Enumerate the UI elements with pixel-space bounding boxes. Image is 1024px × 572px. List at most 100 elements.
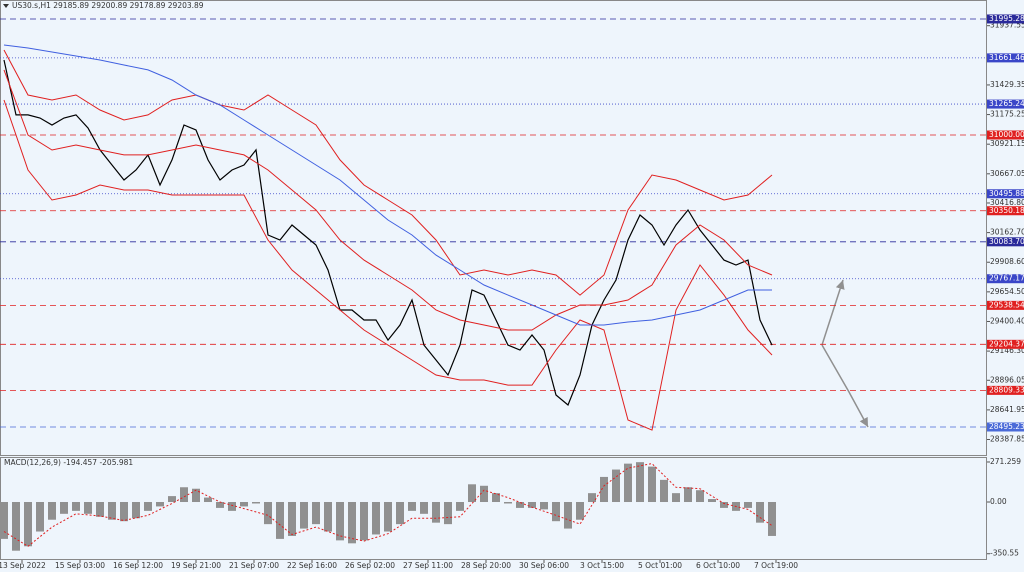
macd-bar	[0, 502, 8, 539]
macd-bar	[12, 502, 20, 551]
y-tick-label: 29908.60	[990, 257, 1024, 266]
x-tick-label: 30 Sep 06:00	[519, 561, 569, 570]
y-tick-label: 30416.80	[990, 198, 1024, 207]
macd-bar	[360, 502, 368, 541]
x-tick-label: 27 Sep 11:00	[403, 561, 453, 570]
macd-bar	[96, 502, 104, 517]
level-label: 30083.70	[989, 237, 1024, 246]
macd-bar	[300, 502, 308, 529]
x-tick-label: 26 Sep 02:00	[345, 561, 395, 570]
signal-line	[3, 463, 773, 547]
price-line	[3, 69, 773, 331]
level-label-box	[987, 53, 1024, 63]
y-tick-label: 30162.70	[990, 228, 1024, 237]
macd-bar	[660, 479, 668, 503]
y-tick-label: 30921.15	[990, 139, 1024, 148]
y-tick-label: 31429.35	[990, 80, 1024, 89]
macd-bar	[204, 497, 212, 503]
macd-bar	[312, 502, 320, 525]
level-label: 31995.28	[989, 14, 1024, 23]
x-tick-label: 16 Sep 12:00	[113, 561, 163, 570]
symbol-menu[interactable]	[3, 4, 9, 8]
macd-bar	[120, 502, 128, 522]
macd-bar	[696, 490, 704, 503]
macd-bar	[552, 502, 560, 522]
price-header: US30.s,H1 29185.89 29200.89 29178.89 292…	[12, 1, 204, 10]
level-label: 28809.33	[989, 385, 1024, 394]
macd-bar	[408, 502, 416, 511]
macd-bar	[720, 502, 728, 508]
level-label: 30495.88	[989, 189, 1024, 198]
macd-bar	[276, 502, 284, 539]
y-tick-label: 28387.85	[990, 435, 1024, 444]
price-line	[3, 59, 773, 406]
level-label: 28495.23	[989, 422, 1024, 431]
y-tick-label: -350.55	[990, 549, 1019, 558]
macd-bar	[612, 469, 620, 503]
forecast-arrow-up	[821, 279, 845, 346]
level-label: 29538.54	[989, 300, 1024, 309]
macd-bar	[432, 502, 440, 523]
y-tick-label: 29400.40	[990, 316, 1024, 325]
macd-bar	[24, 502, 32, 547]
level-label: 29767.17	[989, 274, 1024, 283]
price-panel	[0, 0, 987, 456]
x-tick-label: 28 Sep 20:00	[461, 561, 511, 570]
macd-bar	[492, 493, 500, 503]
macd-bar	[576, 502, 584, 520]
y-tick-label: 29654.50	[990, 287, 1024, 296]
macd-bar	[516, 502, 524, 508]
y-tick-label: 271.259	[990, 457, 1021, 466]
macd-bar	[372, 502, 380, 535]
macd-bar	[456, 502, 464, 511]
macd-bar	[540, 502, 548, 510]
macd-bar	[180, 487, 188, 503]
level-label-box	[987, 14, 1024, 24]
level-label: 31000.00	[989, 130, 1024, 139]
macd-bar	[192, 488, 200, 503]
price-line	[3, 99, 773, 431]
level-label-box	[987, 189, 1024, 199]
macd-bar	[156, 502, 164, 507]
y-tick-label: 28896.05	[990, 375, 1024, 384]
macd-bar	[36, 502, 44, 532]
x-tick-label: 13 Sep 2022	[0, 561, 46, 570]
level-label-box	[987, 206, 1024, 216]
macd-bar	[132, 502, 140, 519]
macd-bar	[60, 502, 68, 514]
level-label-box	[987, 274, 1024, 284]
y-tick-label: 30667.05	[990, 169, 1024, 178]
macd-bar	[672, 493, 680, 503]
macd-bar	[624, 463, 632, 503]
macd-bar	[684, 487, 692, 503]
x-tick-label: 15 Sep 03:00	[55, 561, 105, 570]
macd-bar	[168, 496, 176, 503]
macd-bar	[336, 502, 344, 541]
macd-bar	[108, 502, 116, 520]
price-line	[3, 49, 773, 296]
level-label-box	[987, 422, 1024, 432]
macd-bar	[768, 502, 776, 536]
level-label-box	[987, 385, 1024, 395]
x-tick-label: 7 Oct 19:00	[754, 561, 798, 570]
macd-bar	[756, 502, 764, 523]
macd-bar	[420, 502, 428, 514]
macd-bar	[288, 502, 296, 536]
x-tick-label: 21 Sep 07:00	[229, 561, 279, 570]
level-label: 29204.37	[989, 339, 1024, 348]
macd-bar	[504, 502, 512, 504]
macd-bar	[648, 466, 656, 503]
x-tick-label: 5 Oct 01:00	[638, 561, 682, 570]
level-label-box	[987, 237, 1024, 247]
x-tick-label: 6 Oct 10:00	[696, 561, 740, 570]
macd-bar	[228, 502, 236, 511]
level-label-box	[987, 300, 1024, 310]
macd-bar	[324, 502, 332, 532]
level-label-box	[987, 130, 1024, 140]
macd-bar	[396, 502, 404, 525]
macd-bar	[636, 462, 644, 503]
macd-bar	[48, 502, 56, 520]
price-line	[3, 44, 772, 326]
y-tick-label: 0.00	[990, 497, 1007, 506]
